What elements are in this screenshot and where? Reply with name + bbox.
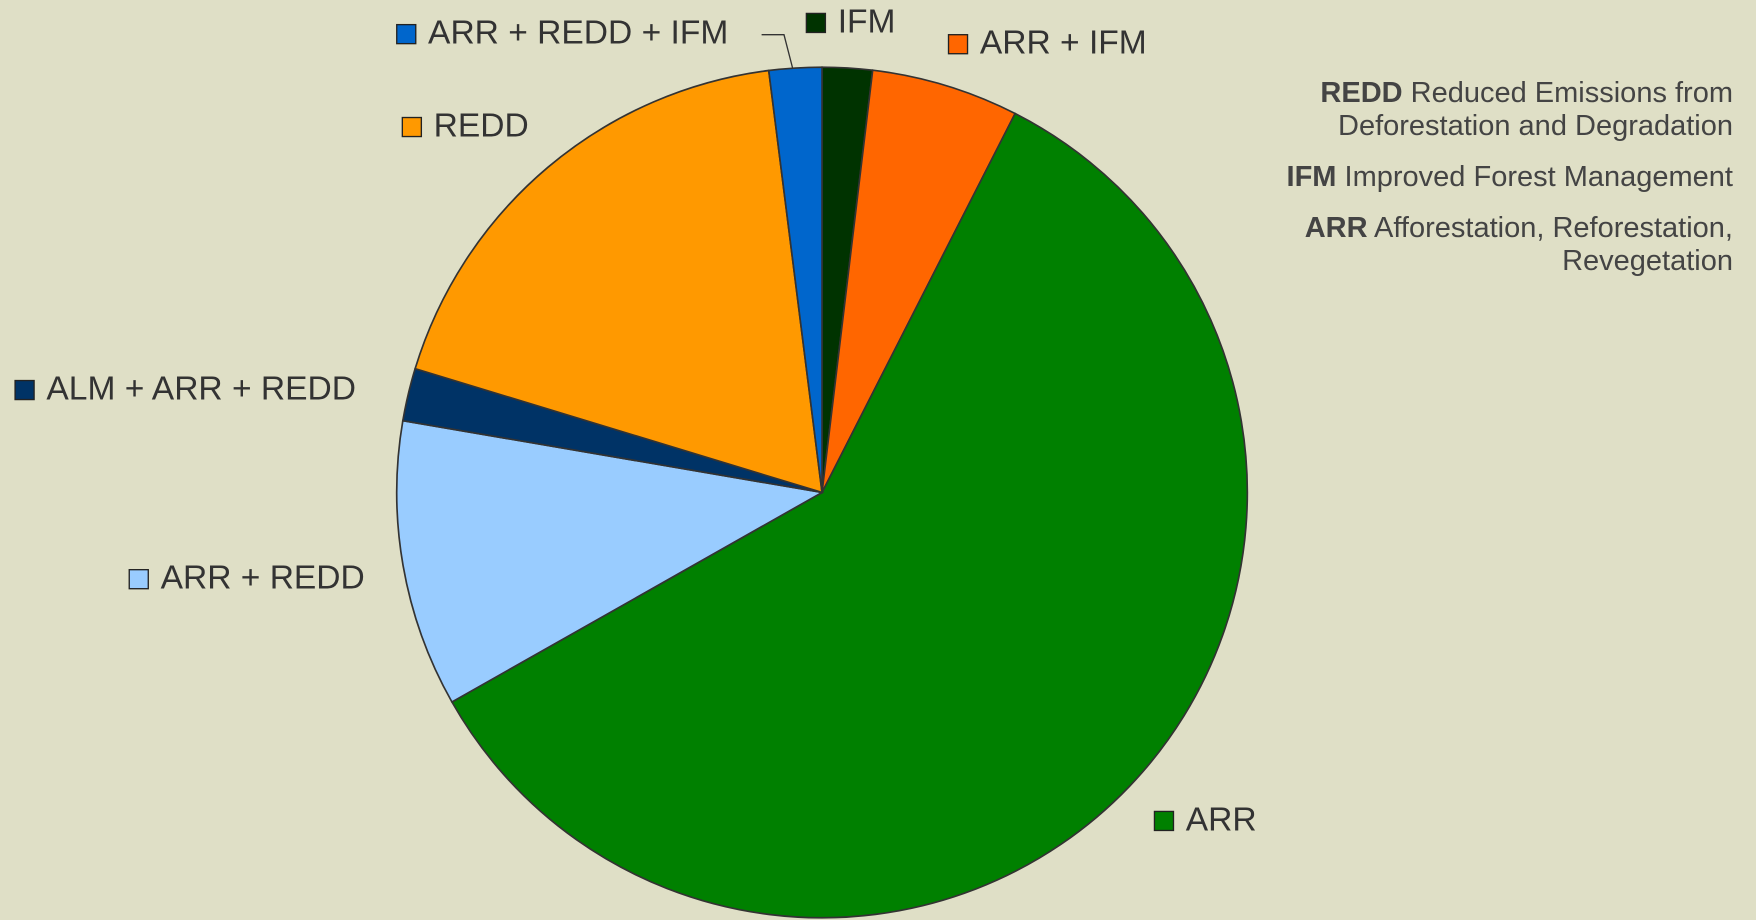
note: REDD Reduced Emissions from Deforestatio… bbox=[1233, 77, 1733, 143]
slice-label: ARR bbox=[1186, 801, 1257, 838]
pie-slice bbox=[450, 112, 1249, 919]
leader-line bbox=[761, 34, 794, 70]
notes: REDD Reduced Emissions from Deforestatio… bbox=[1233, 77, 1733, 296]
slice-label: ARR + IFM bbox=[980, 25, 1147, 62]
note-text: Reduced Emissions from Deforestation and… bbox=[1338, 77, 1733, 142]
note-term: ARR bbox=[1304, 212, 1368, 244]
slice-label: REDD bbox=[434, 107, 529, 144]
pie-slice bbox=[395, 419, 825, 704]
note: ARR Afforestation, Reforestation, Revege… bbox=[1233, 212, 1733, 278]
note-text: Afforestation, Reforestation, Revegetati… bbox=[1374, 212, 1733, 277]
pie-slice bbox=[821, 69, 1017, 493]
legend-swatch bbox=[396, 23, 417, 45]
legend-swatch bbox=[947, 34, 969, 55]
legend-swatch bbox=[805, 12, 827, 34]
pie-slice bbox=[414, 69, 824, 494]
slice-label: IFM bbox=[838, 3, 896, 40]
slice-label: ALM + ARR + REDD bbox=[46, 370, 356, 407]
legend-swatch bbox=[14, 379, 35, 401]
note-term: REDD bbox=[1320, 77, 1403, 109]
legend-swatch bbox=[128, 569, 149, 590]
note: IFM Improved Forest Management bbox=[1233, 161, 1733, 194]
note-term: IFM bbox=[1286, 161, 1337, 193]
legend-swatch bbox=[401, 116, 423, 138]
slice-label: ARR + REDD bbox=[161, 560, 365, 597]
pie-slice bbox=[767, 66, 823, 493]
legend-swatch bbox=[1153, 810, 1175, 832]
slice-label: ARR + REDD + IFM bbox=[428, 15, 728, 52]
note-text: Improved Forest Management bbox=[1344, 161, 1733, 193]
